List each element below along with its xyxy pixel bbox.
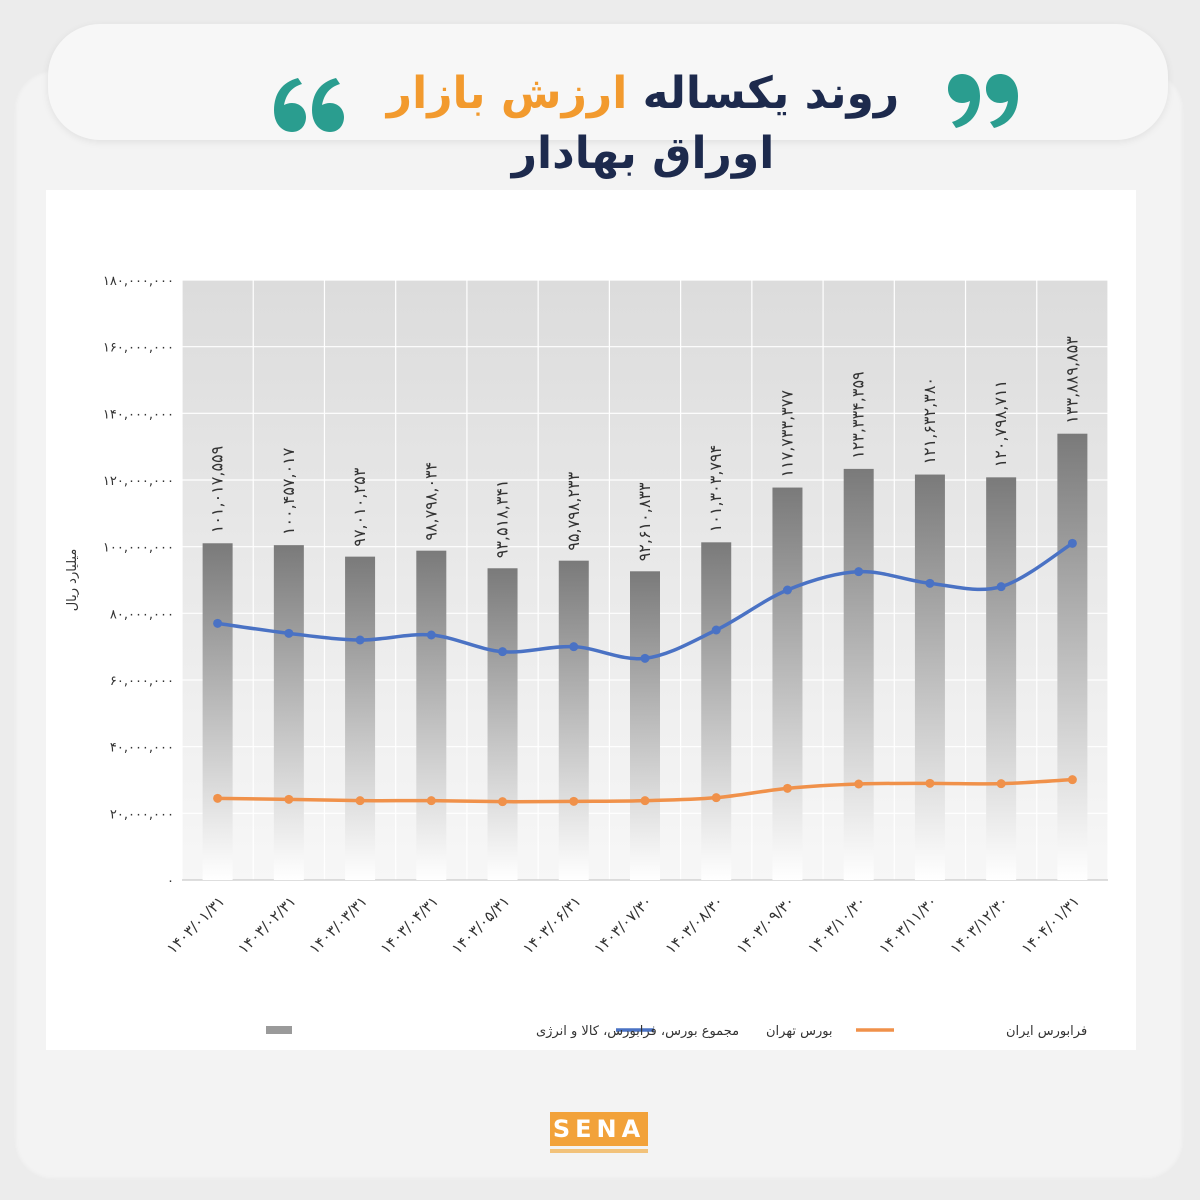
point-farabourse <box>854 779 864 789</box>
point-tehran <box>569 642 579 652</box>
logo-text: SENA <box>550 1112 648 1146</box>
x-tick-label: ۱۴۰۳/۰۶/۳۱ <box>519 892 584 957</box>
x-tick-label: ۱۴۰۳/۰۴/۳۱ <box>377 892 442 957</box>
x-tick-label: ۱۴۰۳/۰۹/۳۰ <box>733 892 798 957</box>
point-farabourse <box>284 794 294 804</box>
bar-data-label: ۱۲۳,۳۳۴,۳۵۹ <box>849 371 868 459</box>
bar <box>630 571 660 880</box>
bar <box>914 474 945 880</box>
bar-data-label: ۱۲۰,۷۹۸,۷۱۱ <box>991 380 1010 468</box>
point-tehran <box>426 630 436 640</box>
x-tick-label: ۱۴۰۳/۰۲/۳۱ <box>234 892 299 957</box>
y-tick-label: ۰ <box>167 874 174 889</box>
point-farabourse <box>640 796 650 806</box>
point-farabourse <box>498 797 508 807</box>
y-tick-label: ۶۰,۰۰۰,۰۰۰ <box>110 674 174 689</box>
bar <box>772 487 803 880</box>
x-tick-label: ۱۴۰۳/۰۵/۳۱ <box>448 892 513 957</box>
point-tehran <box>996 582 1006 592</box>
point-farabourse <box>711 793 721 803</box>
bar <box>202 543 233 880</box>
point-tehran <box>782 585 792 595</box>
bar-data-label: ۱۰۱,۰۱۷,۵۵۹ <box>208 446 227 534</box>
x-tick-label: ۱۴۰۳/۰۱/۳۱ <box>163 892 228 957</box>
bar <box>986 477 1017 880</box>
point-farabourse <box>996 779 1006 789</box>
bar <box>487 568 518 880</box>
y-tick-label: ۲۰,۰۰۰,۰۰۰ <box>110 807 174 822</box>
bar <box>345 556 376 880</box>
sena-logo: SENA <box>550 1112 648 1156</box>
bar-data-label: ۹۳,۵۱۸,۳۴۱ <box>493 479 512 558</box>
bar <box>558 560 589 880</box>
point-farabourse <box>426 796 436 806</box>
point-farabourse <box>782 783 792 793</box>
y-tick-label: ۱۸۰,۰۰۰,۰۰۰ <box>103 274 174 289</box>
point-tehran <box>355 635 365 645</box>
chart-panel: ۰ ۲۰,۰۰۰,۰۰۰ ۴۰,۰۰۰,۰۰۰ ۶۰,۰۰۰,۰۰۰ ۸۰,۰۰۰,۰۰… <box>46 190 1136 1050</box>
x-tick-label: ۱۴۰۳/۱۱/۳۰ <box>875 892 940 957</box>
chart: ۰ ۲۰,۰۰۰,۰۰۰ ۴۰,۰۰۰,۰۰۰ ۶۰,۰۰۰,۰۰۰ ۸۰,۰۰۰,۰۰… <box>65 274 1109 1039</box>
point-tehran <box>284 628 294 638</box>
title-banner: روند یکساله ارزش بازار اوراق بهادار <box>48 24 1168 179</box>
title-part-2: اوراق بهادار <box>511 128 775 179</box>
bar-data-label: ۱۰۰,۴۵۷,۰۱۷ <box>279 447 298 535</box>
bar-data-label: ۹۸,۷۹۸,۰۳۴ <box>421 462 440 541</box>
quote-open-icon <box>274 78 344 132</box>
point-tehran <box>1067 538 1077 548</box>
bar <box>843 468 874 880</box>
logo-underline <box>550 1149 648 1153</box>
y-tick-label: ۱۰۰,۰۰۰,۰۰۰ <box>103 541 174 556</box>
point-tehran <box>854 567 864 577</box>
bar <box>1057 433 1088 880</box>
bar-data-label: ۹۷,۰۱۰,۲۵۳ <box>350 467 369 546</box>
legend-farabourse-label: فرابورس ایران <box>1006 1024 1087 1039</box>
bar <box>416 550 447 880</box>
point-farabourse <box>213 793 223 803</box>
y-tick-label: ۱۲۰,۰۰۰,۰۰۰ <box>103 474 174 489</box>
x-tick-label: ۱۴۰۳/۱۲/۳۰ <box>947 892 1012 957</box>
y-tick-label: ۸۰,۰۰۰,۰۰۰ <box>110 607 174 622</box>
bar-data-label: ۱۲۱,۶۳۲,۳۸۰ <box>920 377 939 465</box>
y-tick-label: ۱۴۰,۰۰۰,۰۰۰ <box>103 407 174 422</box>
y-tick-label: ۱۶۰,۰۰۰,۰۰۰ <box>103 341 174 356</box>
legend-total-swatch <box>266 1026 292 1034</box>
title-highlight: ارزش بازار <box>386 68 628 119</box>
point-farabourse <box>925 778 935 788</box>
bar-data-label: ۹۲,۶۱۰,۸۳۳ <box>635 482 654 561</box>
y-axis-label: میلیارد ریال <box>65 549 80 612</box>
legend-total-label: مجموع بورس، فرابورس، کالا و انرژی <box>536 1024 739 1039</box>
point-farabourse <box>1067 775 1077 785</box>
x-tick-label: ۱۴۰۳/۱۰/۳۰ <box>804 892 869 957</box>
x-tick-label: ۱۴۰۳/۰۸/۳۰ <box>662 892 727 957</box>
point-tehran <box>711 625 721 635</box>
chart-title: روند یکساله ارزش بازار اوراق بهادار <box>348 64 938 179</box>
point-farabourse <box>355 796 365 806</box>
y-tick-label: ۴۰,۰۰۰,۰۰۰ <box>110 741 174 756</box>
title-part-1: روند یکساله <box>642 68 900 119</box>
bar-data-label: ۹۵,۷۹۸,۲۳۳ <box>564 471 583 550</box>
x-tick-label: ۱۴۰۴/۰۱/۳۱ <box>1018 892 1083 957</box>
x-tick-label: ۱۴۰۳/۰۳/۳۱ <box>305 892 370 957</box>
x-tick-label: ۱۴۰۳/۰۷/۳۰ <box>590 892 655 957</box>
quote-close-icon <box>948 74 1018 128</box>
bar-data-label: ۱۳۳,۸۸۹,۸۵۳ <box>1062 336 1081 424</box>
point-farabourse <box>569 796 579 806</box>
bar <box>273 545 304 880</box>
point-tehran <box>925 578 935 588</box>
point-tehran <box>213 618 223 628</box>
point-tehran <box>498 647 508 657</box>
bar-data-label: ۱۰۱,۳۰۳,۷۹۴ <box>706 445 725 533</box>
point-tehran <box>640 653 650 663</box>
bar <box>701 542 732 880</box>
legend-tehran-label: بورس تهران <box>766 1024 833 1039</box>
bar-data-label: ۱۱۷,۷۳۳,۳۷۷ <box>777 390 796 478</box>
